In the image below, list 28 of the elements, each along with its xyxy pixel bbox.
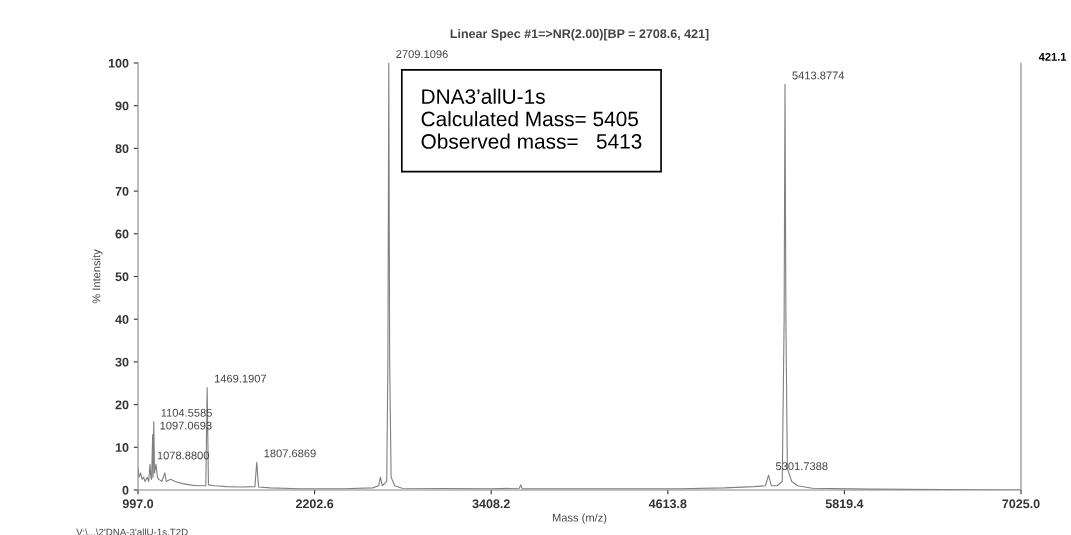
x-tick-label: 997.0 — [122, 499, 154, 509]
y-tick-label: 20 — [115, 400, 129, 410]
annotation: 1078.8800 — [157, 451, 210, 460]
x-tick-label: 3408.2 — [472, 499, 510, 509]
x-tick-label: 4613.8 — [648, 499, 687, 509]
y-tick-label: 100 — [108, 58, 129, 68]
annotation: 1469.1907 — [214, 374, 267, 383]
y-tick-label: 0 — [122, 485, 129, 495]
y-tick-label: 80 — [115, 144, 129, 154]
annotation: 1807.6869 — [264, 449, 316, 458]
y-axis-title: % Intensity — [92, 249, 103, 304]
annotation: DNA3’allU-1s Calculated Mass= 5405 Observed mass= 5413 — [421, 88, 642, 149]
chart-title: Linear Spec #1=>NR(2.00)[BP = 2708.6, 421] — [450, 28, 709, 41]
y-tick-label: 50 — [115, 272, 129, 282]
text: 421.1 — [1038, 52, 1067, 61]
y-tick-label: 90 — [115, 101, 129, 111]
x-axis-title: Mass (m/z) — [552, 513, 607, 524]
x-tick-label: 5819.4 — [825, 499, 864, 509]
y-tick-label: 40 — [115, 315, 129, 324]
x-tick-label: 7025.0 — [1002, 499, 1040, 509]
annotation: 5413.8774 — [792, 71, 845, 80]
y-tick-label: 70 — [115, 186, 129, 196]
annotation: 2709.1096 — [396, 50, 448, 59]
y-tick-label: 60 — [115, 229, 129, 239]
y-tick-label: 30 — [115, 357, 129, 367]
text: V:\...\2'DNA-3'allU-1s.T2D — [76, 528, 188, 535]
x-tick-label: 2202.6 — [295, 499, 334, 509]
y-tick-label: 10 — [115, 443, 129, 452]
